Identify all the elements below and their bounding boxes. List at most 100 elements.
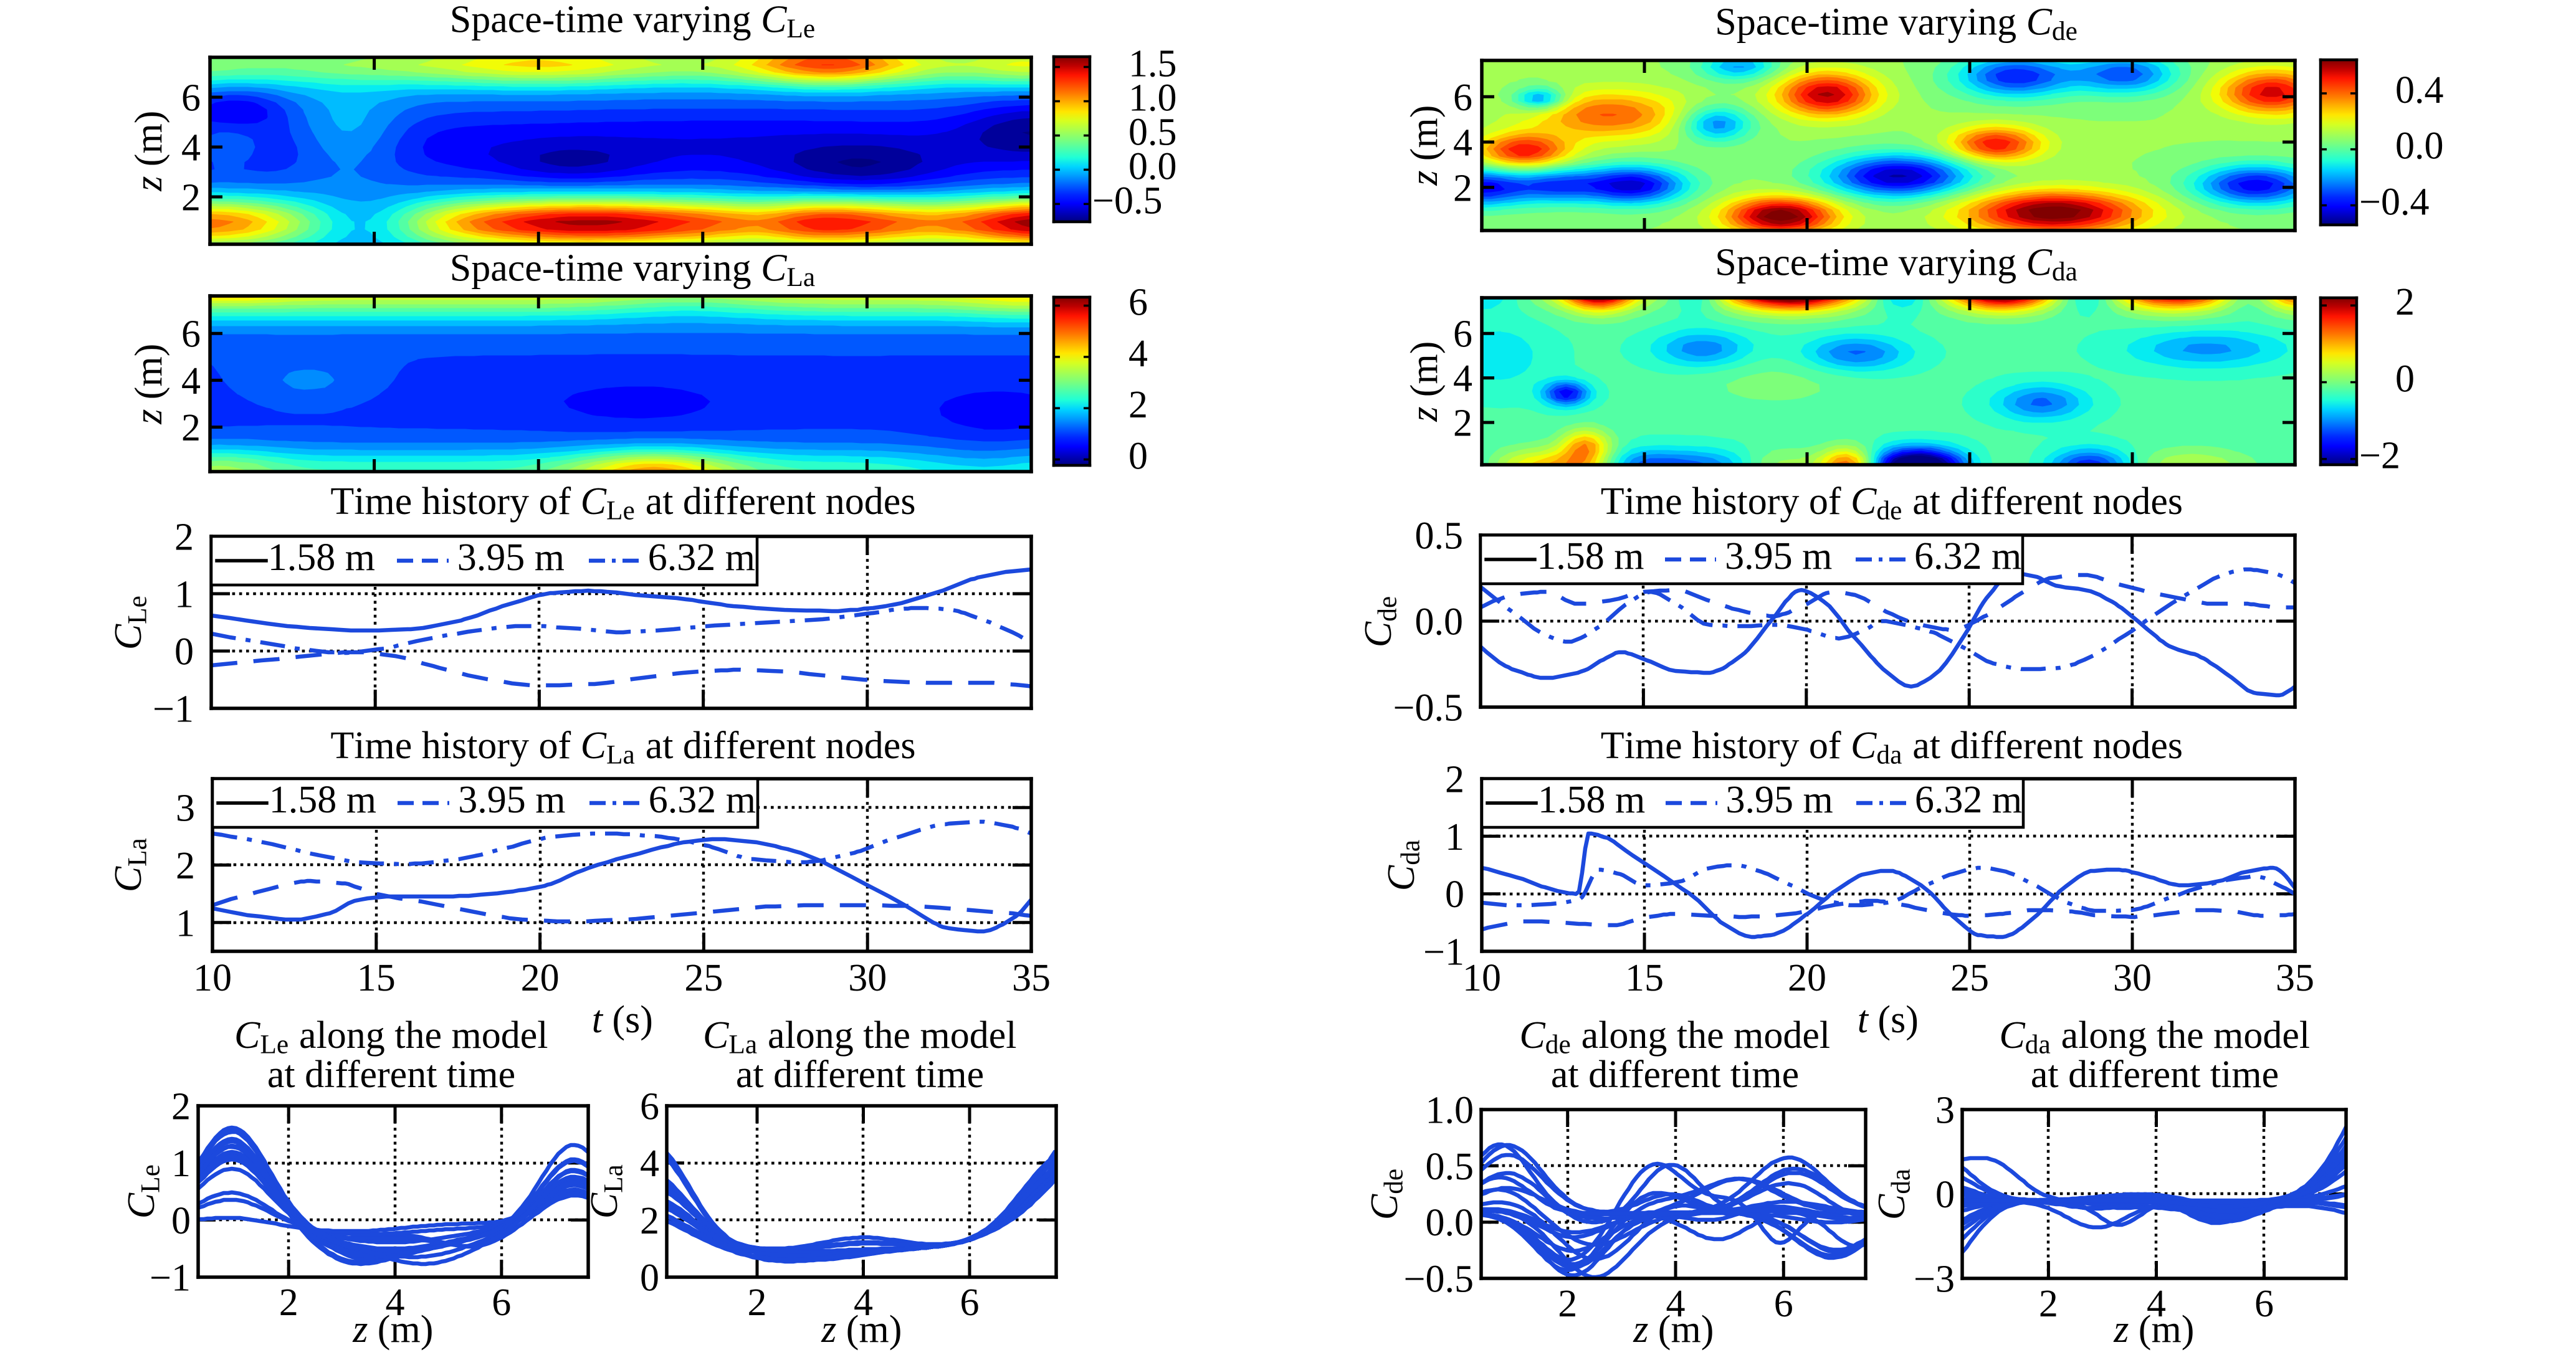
svg-text:−0.5: −0.5 (1404, 1258, 1474, 1301)
svg-text:1.0: 1.0 (1426, 1090, 1474, 1132)
svg-text:6: 6 (1453, 77, 1472, 119)
svg-text:1: 1 (176, 902, 195, 944)
svg-text:6.32 m: 6.32 m (1914, 535, 2021, 578)
svg-text:−0.4: −0.4 (2359, 181, 2429, 224)
svg-text:30: 30 (848, 957, 887, 999)
svg-text:2: 2 (171, 1086, 191, 1128)
svg-text:T i m e: T i m e h i s t o r y o f a t d i f f e … (1601, 725, 2185, 770)
svg-text:4: 4 (181, 360, 201, 402)
svg-text:z ( m ): z ( m ) (2113, 1308, 2194, 1351)
svg-text:2: 2 (2039, 1283, 2058, 1325)
svg-text:4: 4 (386, 1282, 405, 1324)
svg-text:4: 4 (854, 1282, 873, 1324)
svg-text:6: 6 (960, 1282, 980, 1324)
svg-text:T i m e: T i m e h i s t o r y o f a t d i f f e … (1601, 480, 2185, 526)
svg-text:2: 2 (181, 407, 201, 449)
svg-text:35: 35 (1012, 957, 1051, 999)
svg-text:z ( m ): z ( m ) (1633, 1308, 1714, 1351)
svg-text:−1: −1 (1423, 931, 1464, 974)
svg-text:4: 4 (2147, 1283, 2166, 1325)
svg-text:1.58 m: 1.58 m (269, 779, 376, 821)
svg-text:C d a: C d a (1871, 1169, 1916, 1220)
svg-text:4: 4 (1128, 333, 1148, 375)
svg-text:3.95 m: 3.95 m (458, 779, 565, 821)
svg-text:3: 3 (1935, 1090, 1955, 1132)
svg-text:−1: −1 (150, 1257, 191, 1300)
svg-text:1.0: 1.0 (1128, 77, 1177, 119)
svg-text:z ( m ): z ( m ) (128, 344, 170, 425)
svg-text:2: 2 (1558, 1283, 1577, 1325)
svg-text:T i m e: T i m e h i s t o r y o f a t d i f f e … (330, 725, 918, 770)
svg-text:6: 6 (2254, 1283, 2274, 1325)
svg-text:6: 6 (640, 1086, 659, 1128)
svg-text:1.58 m: 1.58 m (268, 536, 375, 579)
svg-text:2: 2 (640, 1200, 659, 1242)
svg-text:30: 30 (2113, 957, 2152, 999)
svg-text:0.0: 0.0 (2395, 125, 2444, 168)
svg-text:2: 2 (1445, 759, 1464, 801)
svg-text:−1: −1 (153, 688, 194, 731)
svg-text:3.95 m: 3.95 m (1726, 779, 1833, 821)
svg-text:4: 4 (1453, 122, 1472, 164)
svg-text:6: 6 (181, 77, 201, 120)
svg-text:25: 25 (684, 957, 723, 999)
svg-text:−0.5: −0.5 (1393, 687, 1463, 730)
svg-text:0: 0 (2395, 358, 2415, 400)
svg-text:C L a a: C L a a l o n g t h e m o d e l (703, 1014, 1017, 1060)
svg-text:0.0: 0.0 (1128, 145, 1177, 188)
svg-text:20: 20 (1788, 957, 1826, 999)
svg-text:at different time: at different time (2031, 1053, 2279, 1096)
svg-text:S p a c e: S p a c e - t i m e v a r y i n g C L e (450, 0, 815, 44)
svg-text:1.58 m: 1.58 m (1538, 779, 1645, 821)
svg-text:z ( m ): z ( m ) (821, 1308, 902, 1351)
svg-text:15: 15 (1625, 957, 1664, 999)
svg-text:t ( s ): t ( s ) (592, 999, 653, 1041)
svg-text:T i m e: T i m e h i s t o r y o f a t d i f f e … (330, 480, 918, 526)
svg-text:2: 2 (1128, 384, 1148, 426)
svg-text:6.32 m: 6.32 m (1915, 779, 2022, 821)
svg-text:6: 6 (1453, 313, 1472, 356)
svg-text:10: 10 (193, 957, 232, 999)
svg-text:4: 4 (640, 1143, 659, 1185)
svg-text:C L e a: C L e a l o n g t h e m o d e l (234, 1014, 548, 1060)
svg-text:0: 0 (640, 1257, 659, 1300)
svg-text:6.32 m: 6.32 m (648, 536, 755, 579)
svg-text:at different time: at different time (267, 1053, 515, 1096)
svg-text:C L e: C L e (120, 1164, 166, 1219)
svg-text:10: 10 (1462, 957, 1501, 999)
svg-text:−3: −3 (1914, 1258, 1955, 1301)
svg-text:at different time: at different time (736, 1053, 984, 1096)
svg-text:0.5: 0.5 (1415, 515, 1464, 558)
svg-text:2: 2 (2395, 281, 2415, 323)
svg-text:2: 2 (181, 177, 201, 219)
svg-text:S p a c e: S p a c e - t i m e v a r y i n g C d a (1715, 242, 2077, 287)
svg-text:1: 1 (171, 1143, 191, 1185)
svg-text:1.5: 1.5 (1128, 42, 1177, 85)
svg-text:C d e: C d e (1363, 1169, 1409, 1220)
svg-text:1.58 m: 1.58 m (1537, 535, 1644, 578)
svg-text:−2: −2 (2359, 435, 2400, 477)
svg-text:z ( m ): z ( m ) (352, 1308, 433, 1351)
svg-text:t ( s ): t ( s ) (1858, 999, 1919, 1041)
svg-text:4: 4 (1453, 358, 1472, 400)
svg-text:35: 35 (2276, 957, 2314, 999)
svg-text:C d e: C d e (1357, 596, 1403, 647)
svg-text:z ( m ): z ( m ) (1403, 341, 1446, 422)
svg-text:0: 0 (174, 631, 194, 673)
svg-text:0.4: 0.4 (2395, 69, 2444, 112)
svg-text:C L a: C L a (583, 1164, 629, 1219)
svg-text:C L a: C L a (107, 838, 153, 892)
svg-text:S p a c e: S p a c e - t i m e v a r y i n g C d e (1715, 1, 2077, 47)
svg-text:0.0: 0.0 (1426, 1202, 1474, 1244)
svg-text:C d e a: C d e a l o n g t h e m o d e l (1519, 1014, 1830, 1060)
svg-text:2: 2 (174, 516, 194, 559)
svg-text:0.0: 0.0 (1415, 601, 1464, 644)
svg-text:at different time: at different time (1551, 1053, 1799, 1096)
svg-text:z ( m ): z ( m ) (1403, 105, 1446, 186)
svg-text:1: 1 (174, 574, 194, 616)
svg-text:15: 15 (357, 957, 396, 999)
svg-text:2: 2 (748, 1282, 767, 1324)
svg-text:0: 0 (1935, 1174, 1955, 1216)
svg-text:C L e: C L e (107, 596, 153, 650)
svg-text:1: 1 (1445, 816, 1464, 858)
